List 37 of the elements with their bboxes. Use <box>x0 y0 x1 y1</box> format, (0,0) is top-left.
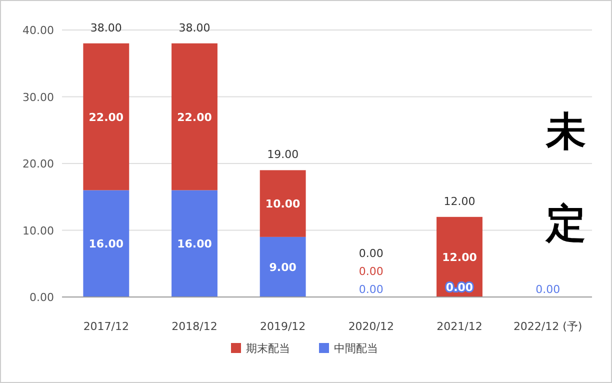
total-label: 0.00 <box>358 283 384 296</box>
total-label: 38.00 <box>90 21 122 34</box>
total-label: 19.00 <box>267 148 299 162</box>
x-tick-label: 2021/12 <box>436 320 482 333</box>
legend-label: 中間配当 <box>334 342 378 355</box>
bar <box>260 236 306 297</box>
data-label: 0.00 <box>536 283 560 296</box>
total-label: 12.00 <box>444 194 476 208</box>
y-tick-label: 20.00 <box>22 158 54 170</box>
y-tick-label: 40.00 <box>22 24 54 37</box>
annotation: 未定 <box>544 109 586 247</box>
bar <box>436 216 482 297</box>
x-tick-label: 2019/12 <box>260 320 306 333</box>
data-label: 0.00 <box>446 281 474 294</box>
x-tick-label: 2018/12 <box>172 320 218 333</box>
x-tick-label: 2022/12 (予) <box>513 320 582 333</box>
x-tick-label: 2017/12 <box>83 320 130 333</box>
x-tick-label: 2020/12 <box>348 320 394 333</box>
data-label: 22.00 <box>88 110 124 124</box>
data-label: 16.00 <box>177 238 212 251</box>
bar <box>172 190 218 297</box>
bar <box>260 170 306 237</box>
bar <box>172 43 218 190</box>
text: 0.00 <box>358 247 384 260</box>
data-label: 22.00 <box>177 110 212 124</box>
bar <box>83 43 130 190</box>
y-tick-label: 10.00 <box>22 224 54 238</box>
data-label: 16.00 <box>88 238 124 251</box>
data-label: 12.00 <box>442 250 478 264</box>
y-tick-label: 0.00 <box>30 291 54 304</box>
y-tick-label: 30.00 <box>22 90 54 104</box>
data-label: 10.00 <box>265 198 301 211</box>
data-label: 0.00 <box>358 265 384 278</box>
data-label: 9.00 <box>269 260 297 274</box>
legend-label: 期末配当 <box>246 342 290 355</box>
bar <box>83 190 130 297</box>
total-label: 38.00 <box>178 21 210 34</box>
